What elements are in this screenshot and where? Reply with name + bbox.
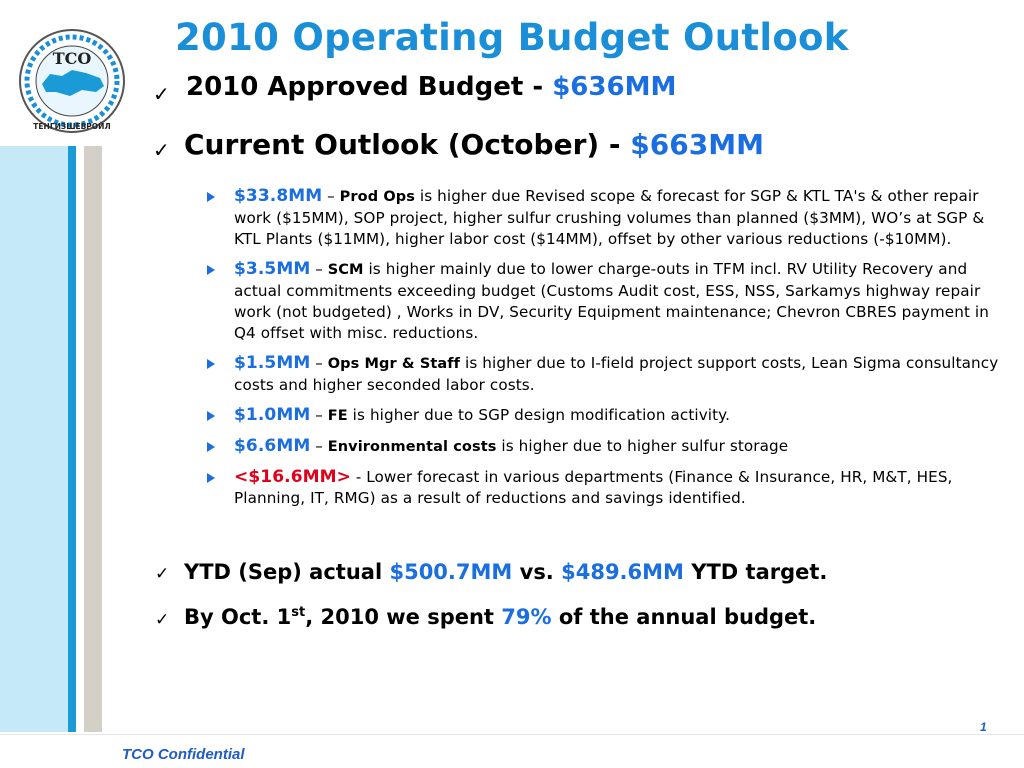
approved-budget-label: 2010 Approved Budget -: [186, 72, 553, 102]
triangle-bullet-icon: [207, 473, 215, 483]
variance-bullet: $33.8MM – Prod Ops is higher due Revised…: [205, 186, 1010, 250]
variance-bullet: $3.5MM – SCM is higher mainly due to low…: [205, 259, 1010, 344]
variance-separator: -: [351, 468, 367, 486]
ytd-mid: vs.: [512, 560, 562, 584]
logo-text-top: TCO: [53, 49, 92, 68]
variance-text: is higher due Revised scope & forecast f…: [234, 187, 985, 248]
ytd-target-value: $489.6MM: [561, 560, 684, 584]
spent-ordinal-suffix: st: [291, 605, 306, 620]
logo-text-bottom: ТЕНГИЗШЕВРОЙЛ: [33, 122, 110, 131]
check-icon: ✓: [155, 564, 170, 584]
tco-logo: TCO ТЕНГИЗШЕВРОЙЛ: [19, 29, 125, 133]
spent-mid: , 2010 we spent: [305, 605, 502, 629]
variance-separator: –: [310, 260, 328, 278]
variance-text: is higher due to SGP design modification…: [347, 406, 731, 424]
current-outlook-value: $663MM: [630, 128, 764, 161]
variance-amount-negative: <$16.6MM>: [234, 467, 351, 487]
variance-bullet-list: $33.8MM – Prod Ops is higher due Revised…: [205, 186, 1010, 518]
spent-line: By Oct. 1st, 2010 we spent 79% of the an…: [184, 605, 816, 629]
variance-separator: –: [310, 354, 328, 372]
variance-bullet: $1.5MM – Ops Mgr & Staff is higher due t…: [205, 353, 1010, 396]
triangle-bullet-icon: [207, 359, 215, 369]
ytd-actual-value: $500.7MM: [389, 560, 513, 584]
triangle-bullet-icon: [207, 265, 215, 275]
variance-amount: $3.5MM: [234, 259, 311, 279]
spent-suffix: of the annual budget.: [551, 605, 817, 629]
current-outlook-line: Current Outlook (October) - $663MM: [184, 128, 764, 161]
variance-separator: –: [322, 187, 340, 205]
left-stripe-lightblue: [0, 146, 68, 732]
variance-text: Lower forecast in various departments (F…: [234, 468, 953, 507]
variance-department: Ops Mgr & Staff: [327, 356, 461, 372]
approved-budget-line: 2010 Approved Budget - $636MM: [186, 72, 676, 102]
variance-text: is higher mainly due to lower charge-out…: [234, 260, 989, 342]
variance-text: is higher due to higher sulfur storage: [496, 437, 789, 455]
variance-amount: $6.6MM: [234, 436, 311, 456]
spent-prefix: By Oct. 1: [184, 605, 292, 629]
left-stripe-white: [76, 146, 84, 732]
check-icon: ✓: [153, 138, 170, 162]
left-stripe-gray: [84, 146, 102, 732]
variance-separator: –: [310, 437, 328, 455]
variance-text: is higher due to I-field project support…: [234, 354, 999, 394]
footer-divider: [0, 734, 1024, 735]
spent-percent: 79%: [501, 605, 552, 629]
variance-bullet: $1.0MM – FE is higher due to SGP design …: [205, 405, 1010, 427]
variance-amount: $33.8MM: [234, 186, 323, 206]
ytd-suffix: YTD target.: [683, 560, 828, 584]
variance-bullet: $6.6MM – Environmental costs is higher d…: [205, 436, 1010, 458]
ytd-prefix: YTD (Sep) actual: [184, 560, 390, 584]
variance-separator: –: [310, 406, 328, 424]
check-icon: ✓: [153, 82, 170, 106]
slide-title: 2010 Operating Budget Outlook: [175, 16, 849, 59]
left-stripe-blue: [68, 146, 76, 732]
check-icon: ✓: [155, 610, 170, 630]
variance-department: SCM: [327, 262, 364, 278]
variance-department: Environmental costs: [327, 439, 497, 455]
triangle-bullet-icon: [207, 192, 215, 202]
triangle-bullet-icon: [207, 442, 215, 452]
triangle-bullet-icon: [207, 411, 215, 421]
footer-confidential: TCO Confidential: [122, 746, 245, 763]
current-outlook-label: Current Outlook (October) -: [184, 128, 631, 161]
variance-amount: $1.0MM: [234, 405, 311, 425]
variance-department: FE: [327, 408, 348, 424]
page-number: 1: [980, 720, 987, 734]
ytd-line: YTD (Sep) actual $500.7MM vs. $489.6MM Y…: [184, 560, 827, 584]
variance-bullet: <$16.6MM> - Lower forecast in various de…: [205, 467, 1010, 509]
approved-budget-value: $636MM: [552, 72, 677, 102]
variance-department: Prod Ops: [339, 189, 415, 205]
variance-amount: $1.5MM: [234, 353, 311, 373]
